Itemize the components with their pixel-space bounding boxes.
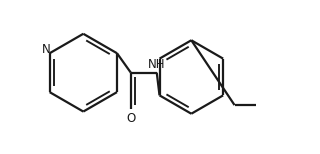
Text: O: O [126,111,135,125]
Text: NH: NH [148,58,165,71]
Text: N: N [42,43,51,57]
